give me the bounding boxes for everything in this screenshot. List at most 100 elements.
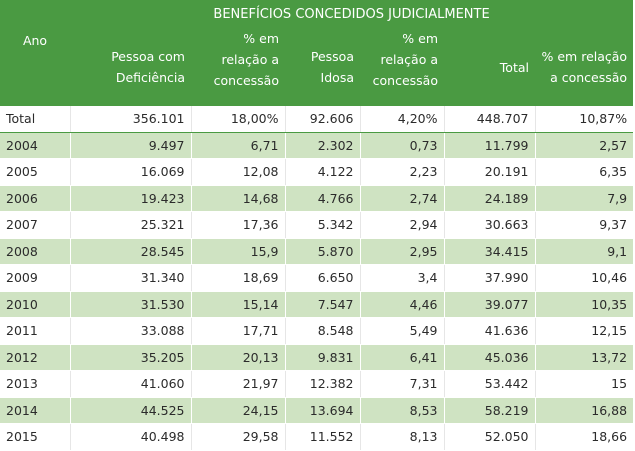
cell-pct-idosa: 5,49 [359, 317, 444, 345]
table-row: 2015 40.498 29,58 11.552 8,13 52.050 18,66 [0, 423, 634, 451]
cell-ano: Total [0, 106, 70, 133]
cell-pct-pcd: 15,9 [190, 238, 285, 265]
header-ano: Ano [0, 28, 70, 106]
cell-total: 30.663 [443, 211, 535, 239]
table-row: 2012 35.205 20,13 9.831 6,41 45.036 13,72 [0, 344, 634, 371]
header-empty-cell [0, 0, 70, 28]
cell-pct-pcd: 15,14 [190, 291, 285, 318]
table-row: 2005 16.069 12,08 4.122 2,23 20.191 6,35 [0, 158, 634, 186]
cell-pct-idosa: 6,41 [359, 344, 444, 371]
cell-pct-idosa: 2,95 [359, 238, 444, 265]
cell-ano: 2010 [0, 291, 70, 318]
cell-pct-idosa: 2,23 [359, 158, 444, 186]
cell-pct-pcd: 17,36 [190, 211, 285, 239]
cell-pessoa-idosa: 13.694 [284, 397, 360, 424]
cell-ano: 2009 [0, 264, 70, 292]
cell-pct-idosa: 3,4 [359, 264, 444, 292]
cell-total: 39.077 [443, 291, 535, 318]
cell-pct-idosa: 8,53 [359, 397, 444, 424]
header-pessoa-idosa: Pessoa Idosa [285, 28, 360, 106]
cell-pct-pcd: 12,08 [190, 158, 285, 186]
header-pessoa-com-deficiencia: Pessoa com Deficiência [70, 28, 191, 106]
cell-pessoa-com-deficiencia: 31.530 [69, 291, 191, 318]
cell-pessoa-idosa: 4.766 [284, 185, 360, 212]
cell-pessoa-com-deficiencia: 9.497 [69, 132, 191, 159]
cell-pct-idosa: 8,13 [359, 423, 444, 451]
cell-pct-total: 9,1 [534, 238, 634, 265]
cell-pct-total: 9,37 [534, 211, 634, 239]
table-row: 2011 33.088 17,71 8.548 5,49 41.636 12,15 [0, 317, 634, 345]
table-body: Total 356.101 18,00% 92.606 4,20% 448.707 10,8… [0, 106, 634, 451]
table-row: 2010 31.530 15,14 7.547 4,46 39.077 10,35 [0, 291, 634, 318]
cell-pessoa-com-deficiencia: 35.205 [69, 344, 191, 371]
table-row: 2014 44.525 24,15 13.694 8,53 58.219 16,88 [0, 397, 634, 424]
header-line: % em relação [541, 49, 628, 64]
table-row-total: Total 356.101 18,00% 92.606 4,20% 448.707 10,8… [0, 106, 634, 133]
cell-pct-idosa: 4,46 [359, 291, 444, 318]
cell-pct-total: 18,66 [534, 423, 634, 451]
cell-total: 53.442 [443, 370, 535, 398]
cell-pessoa-idosa: 9.831 [284, 344, 360, 371]
cell-total: 20.191 [443, 158, 535, 186]
cell-pct-pcd: 18,00% [190, 106, 285, 133]
cell-total: 24.189 [443, 185, 535, 212]
cell-ano: 2015 [0, 423, 70, 451]
cell-pessoa-idosa: 7.547 [284, 291, 360, 318]
cell-pct-total: 6,35 [534, 158, 634, 186]
cell-pct-total: 2,57 [534, 132, 634, 159]
cell-pct-total: 12,15 [534, 317, 634, 345]
table-row: 2007 25.321 17,36 5.342 2,94 30.663 9,37 [0, 211, 634, 239]
cell-pct-pcd: 17,71 [190, 317, 285, 345]
cell-pessoa-idosa: 6.650 [284, 264, 360, 292]
cell-pct-total: 10,35 [534, 291, 634, 318]
cell-pct-total: 10,46 [534, 264, 634, 292]
cell-pct-pcd: 6,71 [190, 132, 285, 159]
cell-total: 34.415 [443, 238, 535, 265]
cell-ano: 2006 [0, 185, 70, 212]
cell-pessoa-com-deficiencia: 25.321 [69, 211, 191, 239]
cell-pct-total: 15 [534, 370, 634, 398]
cell-pessoa-idosa: 5.870 [284, 238, 360, 265]
header-line: concessão [372, 73, 438, 88]
cell-pessoa-idosa: 5.342 [284, 211, 360, 239]
cell-total: 448.707 [443, 106, 535, 133]
table-row: 2008 28.545 15,9 5.870 2,95 34.415 9,1 [0, 238, 634, 265]
cell-pct-pcd: 21,97 [190, 370, 285, 398]
cell-ano: 2008 [0, 238, 70, 265]
header-line: Deficiência [115, 70, 185, 85]
cell-pessoa-idosa: 2.302 [284, 132, 360, 159]
cell-pessoa-idosa: 4.122 [284, 158, 360, 186]
cell-pct-pcd: 20,13 [190, 344, 285, 371]
table-row: 2006 19.423 14,68 4.766 2,74 24.189 7,9 [0, 185, 634, 212]
cell-pessoa-com-deficiencia: 16.069 [69, 158, 191, 186]
header-pct-total: % em relação a concessão [535, 28, 634, 106]
group-header: BENEFÍCIOS CONCEDIDOS JUDICIALMENTE [70, 0, 634, 28]
cell-pessoa-idosa: 8.548 [284, 317, 360, 345]
table-row: 2009 31.340 18,69 6.650 3,4 37.990 10,46 [0, 264, 634, 292]
cell-pct-pcd: 18,69 [190, 264, 285, 292]
cell-pct-idosa: 2,74 [359, 185, 444, 212]
cell-pct-pcd: 24,15 [190, 397, 285, 424]
cell-pct-total: 13,72 [534, 344, 634, 371]
cell-ano: 2005 [0, 158, 70, 186]
cell-pct-idosa: 0,73 [359, 132, 444, 159]
header-line: % em [402, 31, 438, 46]
header-line: Idosa [320, 70, 354, 85]
cell-pct-idosa: 7,31 [359, 370, 444, 398]
cell-pessoa-idosa: 92.606 [284, 106, 360, 133]
header-line: concessão [213, 73, 279, 88]
cell-ano: 2011 [0, 317, 70, 345]
cell-total: 37.990 [443, 264, 535, 292]
cell-pessoa-idosa: 11.552 [284, 423, 360, 451]
header-line: % em [243, 31, 279, 46]
cell-pessoa-com-deficiencia: 28.545 [69, 238, 191, 265]
cell-ano: 2007 [0, 211, 70, 239]
cell-pct-idosa: 4,20% [359, 106, 444, 133]
cell-pessoa-com-deficiencia: 356.101 [69, 106, 191, 133]
cell-pct-pcd: 14,68 [190, 185, 285, 212]
cell-total: 58.219 [443, 397, 535, 424]
cell-total: 45.036 [443, 344, 535, 371]
cell-ano: 2014 [0, 397, 70, 424]
header-line: relação a [380, 52, 438, 67]
cell-pessoa-com-deficiencia: 41.060 [69, 370, 191, 398]
